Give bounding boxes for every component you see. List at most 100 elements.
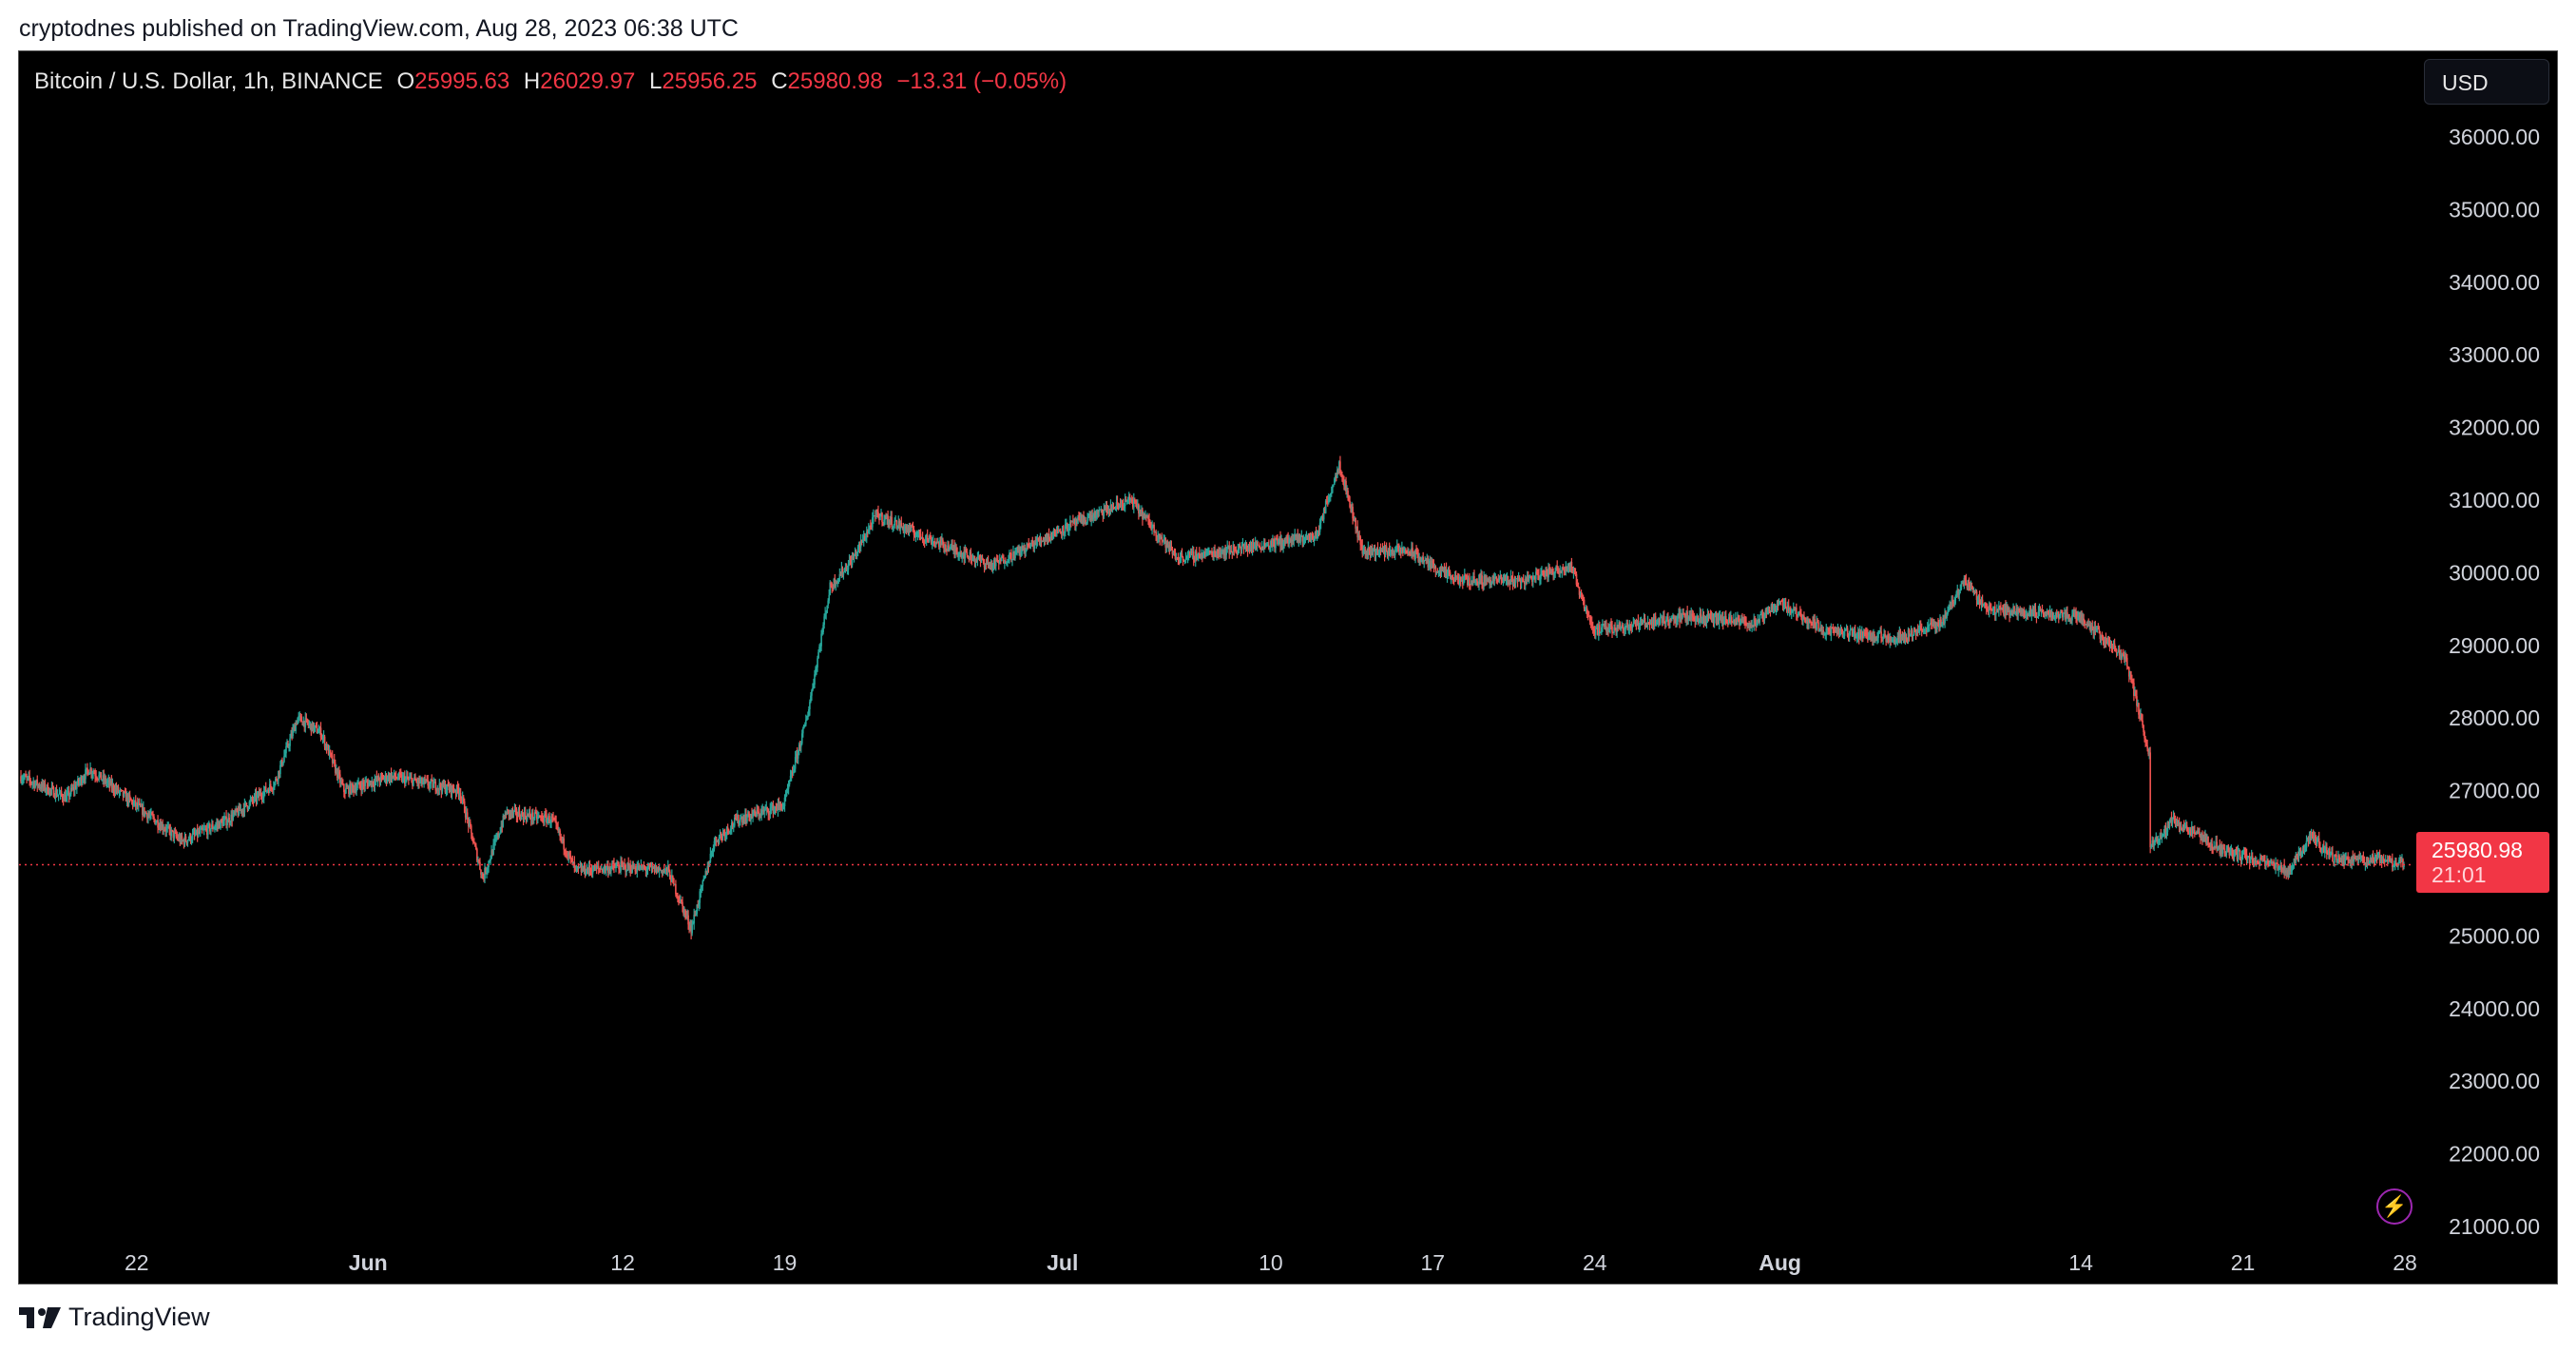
candle-body [379,775,382,782]
candle-body [2036,616,2039,618]
candle-body [564,849,567,852]
lightning-icon[interactable]: ⚡ [2376,1188,2413,1225]
candle-body [721,832,724,838]
candle-body [1538,574,1540,580]
candle-body [1650,623,1653,625]
candle-body [1107,509,1110,513]
candle-body [2355,858,2357,860]
candle-body [720,834,722,836]
candle-body [1452,581,1455,583]
candle-body [1852,633,1855,637]
candle-body [95,776,97,778]
candle-body [2012,607,2014,613]
candle-body [1375,550,1377,556]
price-chart[interactable]: 36000.0035000.0034000.0033000.0032000.00… [19,51,2559,1285]
candle-body [99,772,101,776]
candle-body [733,817,736,826]
candle-body [1178,559,1181,563]
candle-body [2114,647,2117,650]
candle-body [824,612,826,617]
candle-body [1507,575,1509,582]
candle-body [1150,526,1152,530]
candle-body [1481,575,1483,585]
candle-body [993,559,996,567]
candle-body [1410,552,1412,554]
candle-body [291,733,293,737]
candle-body [288,745,290,747]
candle-body [1678,612,1680,615]
candle-body [853,554,855,559]
candle-body [1738,618,1740,621]
candle-body [1403,550,1405,553]
candle-body [1809,618,1811,623]
candle-body [1865,633,1867,635]
candle-body [374,780,376,786]
candle-body [1278,537,1280,544]
candle-body [1333,484,1335,487]
candle-body [103,775,106,782]
candle-body [616,864,618,866]
candle-body [553,818,555,821]
candle-body [313,726,316,731]
candle-body [566,854,568,856]
candle-body [377,776,380,782]
candle-body [434,782,437,791]
tradingview-logo[interactable]: TradingView [19,1303,210,1332]
candle-body [2194,830,2196,834]
candle-body [707,866,710,868]
candle-body [1024,548,1026,552]
candle-body [1076,522,1078,525]
candle-body [2333,861,2335,863]
symbol-name[interactable]: Bitcoin / U.S. Dollar, 1h, BINANCE [34,68,383,94]
candle-body [2187,832,2190,834]
candle-body [381,775,384,778]
candle-body [2051,611,2054,619]
candle-body [581,868,584,872]
candle-body [1360,544,1363,546]
candle-body [2164,825,2167,834]
candle-body [2065,612,2067,620]
candle-body [1082,515,1084,522]
candle-body [895,520,898,529]
candle-body [1077,517,1079,525]
candle-body [2069,618,2071,620]
candle-body [1406,550,1408,551]
candle-body [1443,569,1446,574]
candle-body [1053,529,1056,536]
candle-body [1453,574,1456,582]
candle-body [1773,608,1776,610]
candle-body [185,840,188,843]
candle-body [1664,622,1666,624]
candle-body [143,807,144,815]
candle-body [1859,631,1862,639]
candle-body [1072,520,1074,522]
candle-body [1169,546,1172,550]
candle-body [1350,507,1352,512]
candle-body [948,545,950,551]
candle-body [420,778,422,782]
candle-body [276,778,278,781]
candle-body [1737,618,1739,623]
candle-body [1161,536,1163,540]
candle-body [1125,499,1128,502]
chart-panel[interactable]: 36000.00 35000.00 34000.00 33000.00 32000.00… [18,50,2558,1284]
candle-body [1129,499,1132,501]
currency-button[interactable]: USD [2424,59,2549,105]
candle-body [2009,613,2011,616]
candle-body [1791,611,1794,613]
candle-body [1719,615,1721,617]
candle-body [2320,848,2323,850]
candle-body [1796,608,1797,615]
candle-body [1071,520,1073,523]
tradingview-logo-icon [19,1306,61,1328]
candle-body [1495,576,1498,581]
candle-body [955,549,957,552]
candle-body [248,801,251,808]
candle-body [2279,864,2281,868]
candle-body [1896,635,1899,641]
candle-body [1530,575,1532,578]
candle-body [2373,860,2375,864]
candle-body [272,789,274,791]
candle-body [897,520,900,527]
candle-body [356,787,357,792]
